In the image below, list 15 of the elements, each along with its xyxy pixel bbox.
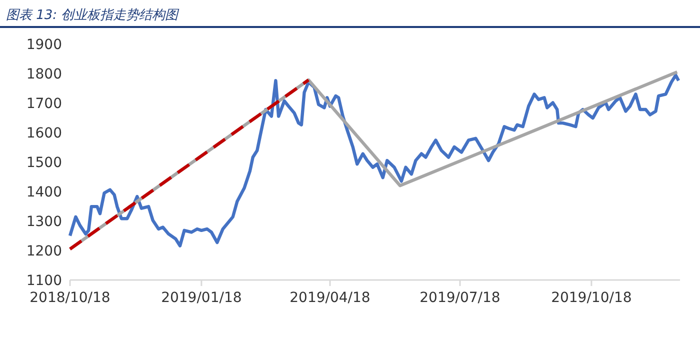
x-tick-label: 2019/07/18 — [420, 290, 500, 306]
y-tick-label: 1700 — [26, 96, 62, 112]
y-tick-label: 1300 — [26, 214, 62, 230]
y-tick-label: 1800 — [26, 66, 62, 82]
x-tick-label: 2019/10/18 — [551, 290, 632, 306]
x-tick-label: 2019/01/18 — [161, 290, 242, 306]
y-tick-label: 1100 — [26, 273, 62, 289]
x-tick-label: 2018/10/18 — [30, 290, 110, 306]
y-tick-label: 1400 — [26, 184, 62, 200]
y-tick-label: 1900 — [26, 37, 62, 53]
x-tick-label: 2019/04/18 — [290, 290, 370, 306]
y-tick-label: 1200 — [26, 244, 62, 260]
chart-title: 图表 13: 创业板指走势结构图 — [6, 8, 180, 23]
y-tick-label: 1500 — [26, 155, 62, 171]
y-tick-label: 1600 — [26, 126, 62, 142]
